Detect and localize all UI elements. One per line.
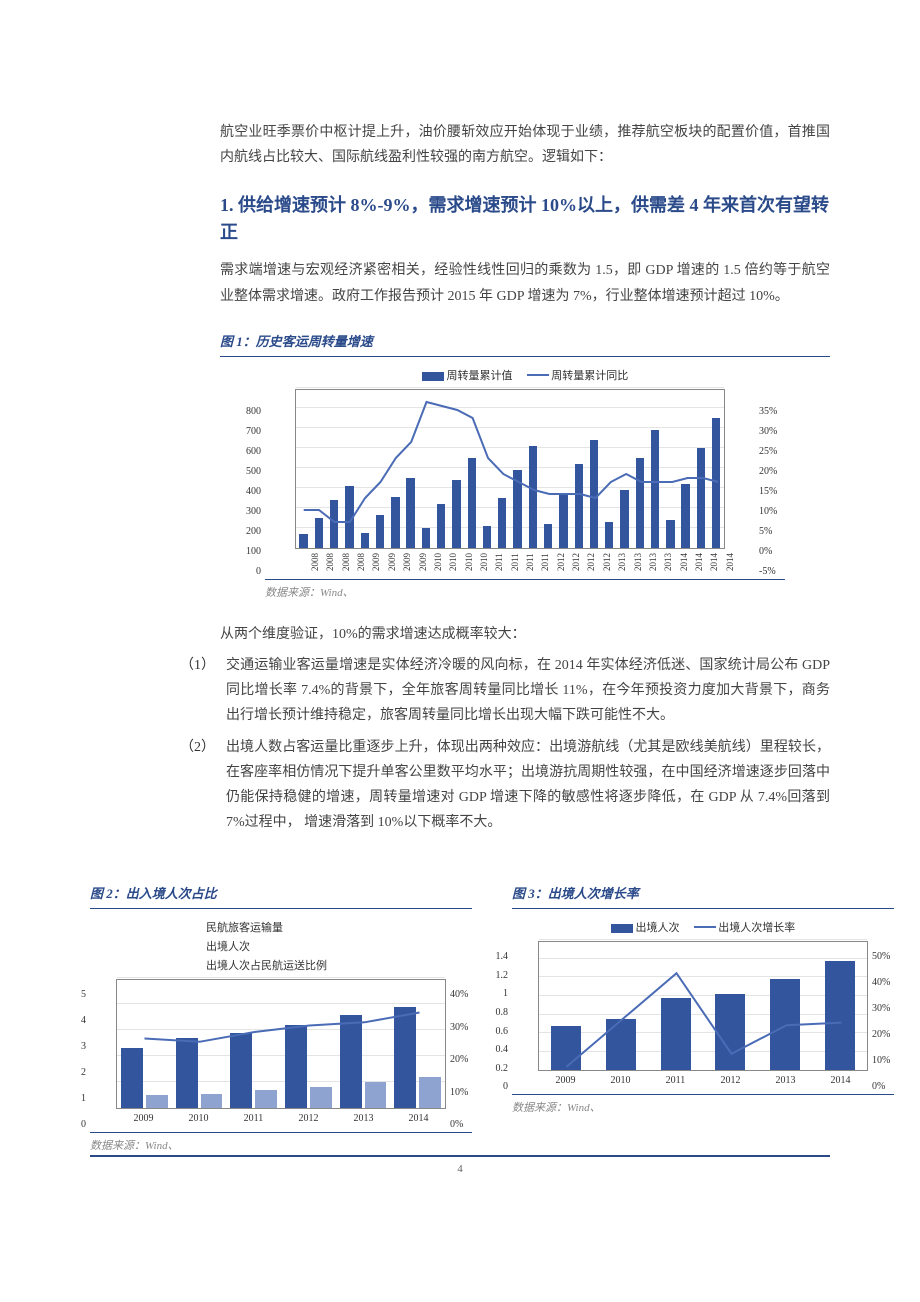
fig2-left-axis: 012345 [90, 994, 116, 1124]
fig2-source: 数据来源：Wind、 [90, 1132, 472, 1153]
list-marker-1: （1） [180, 653, 226, 729]
fig2-plot [116, 979, 446, 1109]
page-root: 航空业旺季票价中枢计提上升，油价腰斩效应开始体现于业绩，推荐航空板块的配置价值，… [0, 0, 920, 1193]
list-text-1: 交通运输业客运量增速是实体经济冷暖的风向标，在 2014 年实体经济低迷、国家统… [226, 653, 830, 729]
fig2-legend-1: 出境人次 [206, 938, 250, 954]
fig1-legend-line: 周转量累计同比 [551, 370, 628, 382]
fig3-legend-bar: 出境人次 [636, 922, 680, 934]
fig3-source: 数据来源：Wind、 [512, 1094, 894, 1115]
fig1-plot [295, 389, 725, 549]
fig1-right-axis: -5%0%5%10%15%20%25%30%35% [725, 411, 755, 571]
fig2-line [117, 980, 447, 1110]
fig2-x-labels: 200920102011201220132014 [116, 1113, 446, 1124]
fig2-fig3-row: 图 2：出入境人次占比 民航旅客运输量 出境人次 出境人次占民航运送比例 012… [90, 861, 830, 1153]
fig3-col: 图 3：出境人次增长率 出境人次 出境人次增长率 00.20.40.60.811… [512, 861, 894, 1153]
list-item: （1） 交通运输业客运量增速是实体经济冷暖的风向标，在 2014 年实体经济低迷… [180, 653, 830, 729]
fig1-left-axis: 0100200300400500600700800 [265, 411, 295, 571]
fig2-col: 图 2：出入境人次占比 民航旅客运输量 出境人次 出境人次占民航运送比例 012… [90, 861, 472, 1153]
fig1-rule [220, 356, 830, 357]
list-item: （2） 出境人数占客运量比重逐步上升，体现出两种效应：出境游航线（尤其是欧线美航… [180, 735, 830, 836]
section1-title: 1. 供给增速预计 8%-9%，需求增速预计 10%以上，供需差 4 年来首次有… [220, 192, 830, 246]
intro-paragraph: 航空业旺季票价中枢计提上升，油价腰斩效应开始体现于业绩，推荐航空板块的配置价值，… [220, 120, 830, 170]
fig1-caption: 图 1：历史客运周转量增速 [220, 327, 373, 354]
validation-lead: 从两个维度验证，10%的需求增速达成概率较大： [220, 622, 830, 647]
legend-bar-swatch [422, 372, 444, 381]
fig3-x-labels: 200920102011201220132014 [538, 1075, 868, 1086]
fig3-legend-line: 出境人次增长率 [718, 922, 795, 934]
section1-paragraph: 需求端增速与宏观经济紧密相关，经验性线性回归的乘数为 1.5，即 GDP 增速的… [220, 258, 830, 308]
fig1-x-labels: 2008200820082008200920092009200920102010… [310, 553, 740, 571]
fig3-chart: 出境人次 出境人次增长率 00.20.40.60.811.21.4 0%10%2… [512, 919, 894, 1086]
fig3-left-axis: 00.20.40.60.811.21.4 [512, 956, 538, 1086]
page-number: 4 [457, 1163, 463, 1175]
fig1-source: 数据来源：Wind、 [265, 579, 785, 600]
fig2-legend-2: 出境人次占民航运送比例 [206, 957, 327, 973]
content-indent: 航空业旺季票价中枢计提上升，油价腰斩效应开始体现于业绩，推荐航空板块的配置价值，… [90, 120, 830, 647]
fig1-legend: 周转量累计值 周转量累计同比 [265, 367, 785, 383]
fig2-rule [90, 908, 472, 909]
legend-line-swatch [694, 926, 716, 928]
list-marker-2: （2） [180, 735, 226, 836]
validation-list: （1） 交通运输业客运量增速是实体经济冷暖的风向标，在 2014 年实体经济低迷… [90, 653, 830, 835]
page-footer: 4 [90, 1155, 830, 1175]
fig2-legend: 民航旅客运输量 出境人次 出境人次占民航运送比例 [200, 919, 472, 973]
list-text-2: 出境人数占客运量比重逐步上升，体现出两种效应：出境游航线（尤其是欧线美航线）里程… [226, 735, 830, 836]
fig1-caption-row: 图 1：历史客运周转量增速 [220, 327, 830, 354]
legend-line-swatch [527, 374, 549, 376]
fig3-legend: 出境人次 出境人次增长率 [512, 919, 894, 935]
fig1-legend-bar: 周转量累计值 [447, 370, 513, 382]
fig3-caption: 图 3：出境人次增长率 [512, 879, 639, 906]
fig3-plot [538, 941, 868, 1071]
fig3-rule [512, 908, 894, 909]
fig1-line [296, 390, 726, 550]
fig3-line [539, 942, 869, 1072]
fig2-chart: 民航旅客运输量 出境人次 出境人次占民航运送比例 012345 0%10%20%… [90, 919, 472, 1124]
fig2-caption: 图 2：出入境人次占比 [90, 879, 217, 906]
legend-bar-swatch [611, 924, 633, 933]
fig2-legend-0: 民航旅客运输量 [206, 919, 283, 935]
fig1-chart: 周转量累计值 周转量累计同比 0100200300400500600700800… [265, 367, 785, 571]
